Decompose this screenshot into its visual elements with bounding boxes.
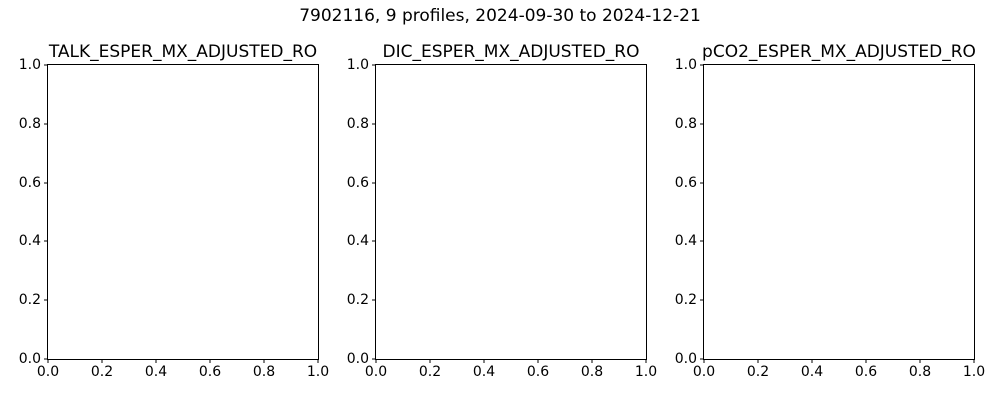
y-tick-label: 0.4	[674, 233, 697, 250]
x-tick-mark	[811, 359, 813, 363]
y-tick-label: 0.6	[674, 174, 697, 191]
x-tick-label: 0.0	[36, 364, 60, 380]
y-tick-mark	[44, 299, 48, 301]
x-tick-mark	[865, 359, 867, 363]
y-tick-mark	[372, 299, 376, 301]
subplot-dic-axes: DIC_ESPER_MX_ADJUSTED_RO 0.0 0.2 0.4 0.6 0.8…	[347, 43, 657, 379]
x-tick-label: 0.0	[364, 364, 388, 380]
x-tick-label: 0.4	[800, 364, 824, 380]
y-tick-mark	[44, 64, 48, 66]
x-tick-label: 0.6	[854, 364, 878, 380]
y-tick-mark	[700, 358, 704, 360]
y-tick-label: 0.8	[18, 115, 41, 132]
x-tick-mark	[155, 359, 157, 363]
x-tick-label: 0.4	[472, 364, 496, 380]
y-tick-mark	[700, 299, 704, 301]
y-tick-mark	[700, 240, 704, 242]
y-tick-mark	[700, 64, 704, 66]
y-tick-label: 0.0	[18, 351, 41, 367]
x-tick-mark	[209, 359, 211, 363]
y-tick-label: 0.0	[674, 351, 697, 367]
y-tick-label: 0.6	[346, 174, 369, 191]
x-tick-mark	[703, 359, 705, 363]
y-tick-label: 0.8	[674, 115, 697, 132]
y-tick-mark	[44, 358, 48, 360]
y-tick-label: 0.2	[346, 292, 369, 309]
x-tick-label: 0.6	[526, 364, 550, 380]
x-tick-label: 1.0	[962, 364, 986, 380]
y-tick-mark	[44, 240, 48, 242]
x-tick-label: 1.0	[634, 364, 658, 380]
x-tick-mark	[645, 359, 647, 363]
x-tick-label: 0.0	[692, 364, 716, 380]
x-tick-mark	[101, 359, 103, 363]
y-tick-mark	[700, 182, 704, 184]
x-tick-label: 0.8	[252, 364, 276, 380]
x-tick-label: 0.6	[198, 364, 222, 380]
y-tick-mark	[44, 123, 48, 125]
figure-suptitle: 7902116, 9 profiles, 2024-09-30 to 2024-…	[299, 6, 701, 26]
x-tick-mark	[317, 359, 319, 363]
y-tick-label: 1.0	[346, 57, 369, 73]
y-tick-label: 0.4	[346, 233, 369, 250]
y-tick-mark	[44, 182, 48, 184]
x-tick-mark	[483, 359, 485, 363]
x-tick-mark	[429, 359, 431, 363]
x-tick-label: 0.2	[90, 364, 114, 380]
y-tick-mark	[372, 358, 376, 360]
x-tick-label: 0.8	[908, 364, 932, 380]
y-tick-label: 0.8	[346, 115, 369, 132]
x-tick-mark	[919, 359, 921, 363]
subplot-talk-title: TALK_ESPER_MX_ADJUSTED_RO	[48, 42, 318, 63]
subplot-dic-title: DIC_ESPER_MX_ADJUSTED_RO	[382, 42, 640, 63]
x-tick-label: 0.2	[746, 364, 770, 380]
x-tick-label: 1.0	[306, 364, 330, 380]
y-tick-label: 0.0	[346, 351, 369, 367]
x-tick-mark	[263, 359, 265, 363]
y-tick-mark	[372, 240, 376, 242]
subplot-talk-axes: TALK_ESPER_MX_ADJUSTED_RO 0.0 0.2 0.4 0.6 0.…	[19, 43, 329, 379]
y-tick-mark	[700, 123, 704, 125]
y-tick-mark	[372, 182, 376, 184]
x-tick-label: 0.8	[580, 364, 604, 380]
y-tick-label: 0.4	[18, 233, 41, 250]
y-tick-mark	[372, 64, 376, 66]
x-tick-mark	[591, 359, 593, 363]
x-tick-mark	[47, 359, 49, 363]
x-tick-label: 0.4	[144, 364, 168, 380]
x-tick-mark	[537, 359, 539, 363]
y-tick-label: 1.0	[18, 57, 41, 73]
y-tick-label: 0.6	[18, 174, 41, 191]
y-tick-label: 0.2	[674, 292, 697, 309]
x-tick-label: 0.2	[418, 364, 442, 380]
y-tick-label: 1.0	[674, 57, 697, 73]
x-tick-mark	[757, 359, 759, 363]
y-tick-mark	[372, 123, 376, 125]
x-tick-mark	[375, 359, 377, 363]
y-tick-label: 0.2	[18, 292, 41, 309]
subplot-pco2-axes: pCO2_ESPER_MX_ADJUSTED_RO 0.0 0.2 0.4 0.6 0.…	[675, 43, 985, 379]
x-tick-mark	[973, 359, 975, 363]
subplot-pco2-title: pCO2_ESPER_MX_ADJUSTED_RO	[702, 42, 976, 63]
